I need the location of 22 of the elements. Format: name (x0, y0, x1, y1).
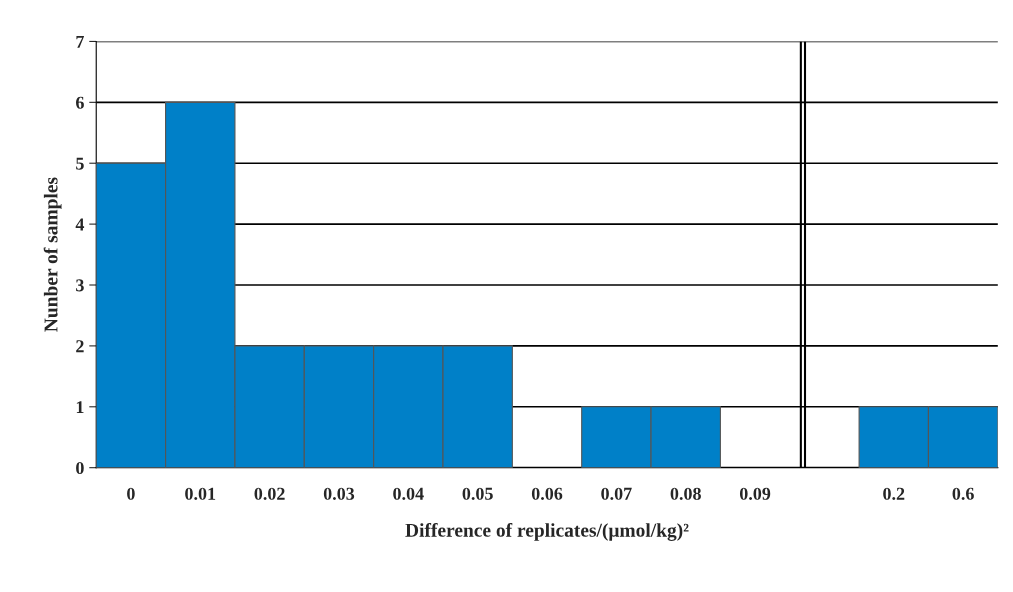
x-tick-label: 0.06 (531, 487, 563, 500)
x-tick-label: 0.2 (883, 487, 905, 500)
x-tick-label: 0.07 (601, 487, 632, 500)
y-tick-label: 5 (76, 157, 84, 170)
y-tick-label: 0 (76, 461, 84, 475)
y-tick-label: 6 (76, 96, 84, 109)
x-tick-label: 0.02 (254, 487, 285, 500)
x-tick-label: 0.6 (952, 487, 974, 500)
y-tick-label: 7 (76, 35, 84, 48)
x-tick-label: 0.01 (185, 487, 216, 500)
y-axis-title: Nunber of samples (43, 177, 62, 332)
x-tick-label: 0.08 (670, 487, 701, 500)
x-tick-label: 0 (127, 487, 135, 500)
y-tick-label: 1 (76, 401, 84, 414)
y-tick-label: 3 (76, 279, 84, 292)
y-tick-label: 4 (75, 218, 85, 231)
x-tick-label: 0.09 (739, 487, 771, 500)
x-tick-label: 0.05 (462, 487, 493, 500)
x-axis-title: Difference of replicates/(μmol/kg)² (405, 522, 689, 541)
x-tick-label: 0.03 (323, 487, 355, 500)
x-tick-label: 0.04 (393, 487, 424, 500)
y-tick-label: 2 (76, 340, 84, 353)
